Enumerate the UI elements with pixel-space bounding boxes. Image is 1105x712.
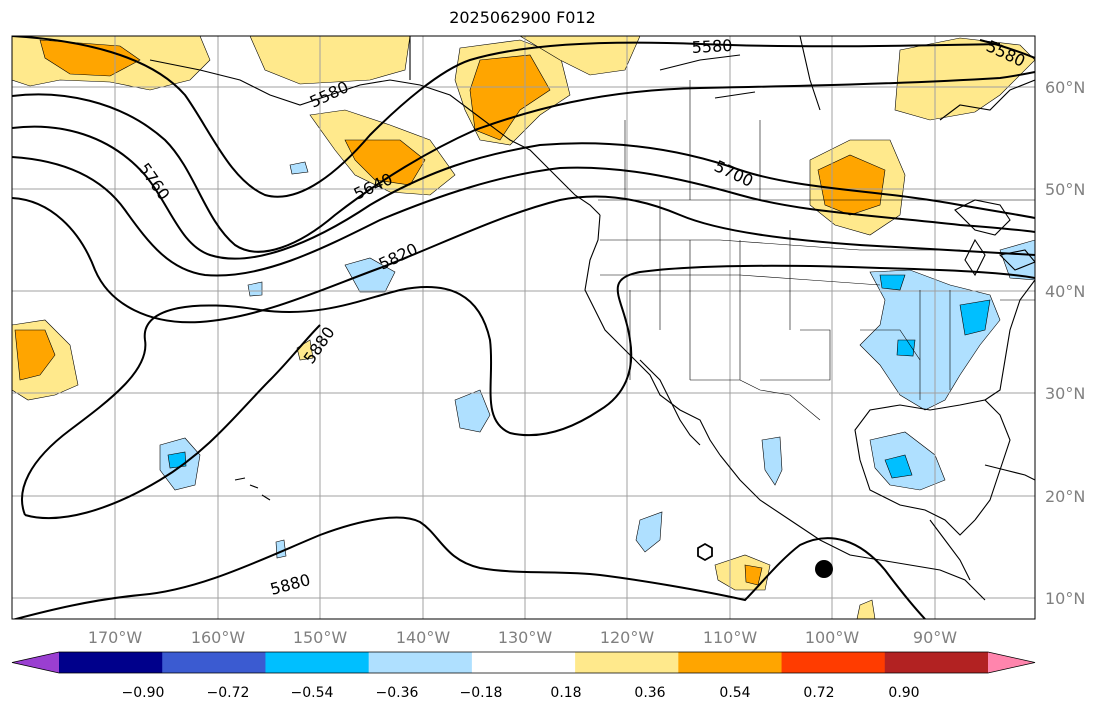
colorbar-segment	[678, 652, 783, 673]
colorbar-tick-label: 0.18	[550, 685, 581, 701]
colorbar-tick-label: 0.54	[719, 685, 750, 701]
colorbar-tick-label: −0.90	[122, 685, 165, 701]
colorbar-tick-label: −0.72	[207, 685, 250, 701]
longitude-labels: 170°W 160°W 150°W 140°W 130°W 120°W 110°…	[88, 628, 957, 647]
lon-label: 120°W	[600, 628, 655, 647]
anomaly-area	[167, 451, 187, 469]
lon-label: 160°W	[191, 628, 246, 647]
colorbar-segment	[162, 652, 266, 673]
anomaly-area	[454, 389, 491, 433]
contour-line	[12, 36, 1001, 198]
anomaly-area	[896, 339, 916, 357]
colorbar-segment	[265, 652, 370, 673]
lat-label: 50°N	[1045, 180, 1085, 199]
colorbar-tick-label: −0.18	[460, 685, 503, 701]
anomaly-area	[635, 511, 663, 553]
contour-line	[12, 516, 926, 619]
colorbar-tick-label: 0.90	[888, 685, 919, 701]
map-background	[12, 36, 1035, 619]
contour-line	[24, 324, 321, 520]
lon-label: 170°W	[88, 628, 143, 647]
anomaly-area	[289, 161, 309, 175]
negative-anomaly-areas	[159, 161, 1035, 559]
latitude-labels: 60°N 50°N 40°N 30°N 20°N 10°N	[1045, 78, 1085, 608]
lat-label: 40°N	[1045, 282, 1085, 301]
anomaly-area	[761, 436, 783, 486]
lon-label: 130°W	[498, 628, 553, 647]
lat-label: 20°N	[1045, 487, 1085, 506]
contour-line	[12, 195, 1035, 324]
anomaly-area	[14, 329, 56, 381]
anomaly-area	[247, 281, 263, 297]
contour-line	[697, 542, 713, 562]
anomaly-area	[869, 431, 946, 491]
colorbar	[11, 651, 1036, 674]
colorbar-segment	[471, 652, 576, 673]
political-borders	[598, 80, 1035, 421]
anomaly-area	[879, 274, 906, 291]
contour-line	[12, 125, 1035, 260]
contour-line	[12, 71, 1035, 253]
coastlines	[149, 36, 1035, 601]
anomaly-area	[999, 239, 1035, 281]
anomaly-area	[296, 339, 314, 361]
contour-line	[979, 39, 1035, 59]
map-frame	[11, 35, 1036, 620]
colorbar-segment	[884, 652, 989, 673]
anomaly-area	[249, 36, 411, 85]
contour-label: 5580	[691, 36, 733, 57]
anomaly-area	[884, 454, 913, 479]
colorbar-tick-label: 0.36	[634, 685, 665, 701]
height-contours	[12, 36, 1035, 619]
colorbar-tick-label: 0.72	[803, 685, 834, 701]
anomaly-area	[856, 599, 876, 619]
lat-label: 10°N	[1045, 589, 1085, 608]
lon-label: 140°W	[396, 628, 451, 647]
colorbar-segment	[368, 652, 473, 673]
storm-marker	[815, 560, 833, 578]
contour-line	[12, 156, 1035, 277]
colorbar-extend-low	[12, 652, 59, 673]
lon-label: 110°W	[703, 628, 758, 647]
colorbar-tick-label: −0.36	[376, 685, 419, 701]
colorbar-segment	[59, 652, 163, 673]
colorbar-segment	[575, 652, 679, 673]
lon-label: 150°W	[293, 628, 348, 647]
colorbar-extend-high	[988, 652, 1035, 673]
anomaly-area	[469, 54, 551, 141]
colorbar-tick-label: −0.54	[291, 685, 334, 701]
contour-line	[21, 264, 1035, 516]
map-title: 2025062900 F012	[449, 8, 596, 27]
lat-label: 30°N	[1045, 384, 1085, 403]
lon-label: 100°W	[805, 628, 860, 647]
anomaly-area	[275, 539, 287, 559]
anomaly-area	[959, 299, 991, 336]
colorbar-tick-labels: −0.90 −0.72 −0.54 −0.36 −0.18 0.18 0.36 …	[122, 685, 920, 701]
colorbar-outline	[11, 651, 1036, 674]
colorbar-segment	[781, 652, 886, 673]
lat-label: 60°N	[1045, 78, 1085, 97]
lon-label: 90°W	[913, 628, 957, 647]
